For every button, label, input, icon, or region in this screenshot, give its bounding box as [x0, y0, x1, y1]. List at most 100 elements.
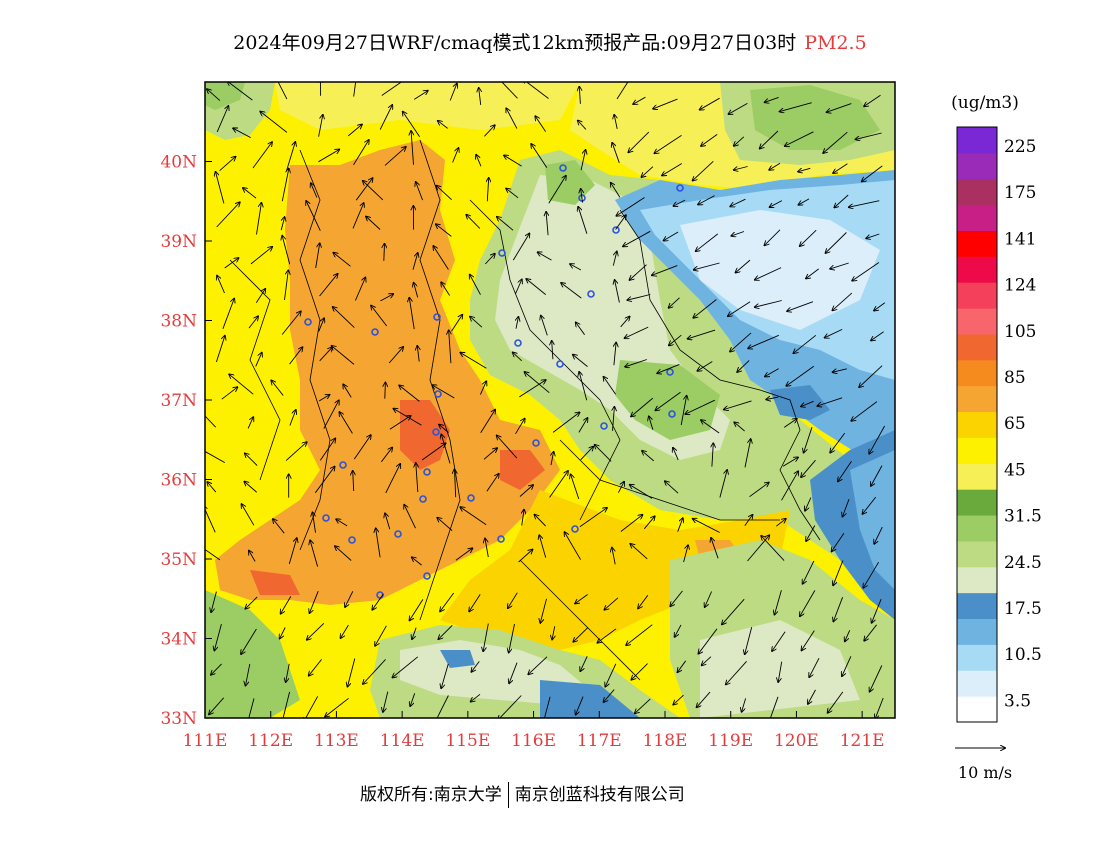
wind-arrow	[578, 207, 588, 234]
wind-arrow	[734, 422, 745, 432]
wind-arrow	[339, 412, 353, 434]
wind-arrow	[688, 329, 716, 339]
wind-arrow	[451, 315, 463, 332]
wind-arrow	[565, 532, 581, 560]
wind-arrow	[552, 626, 555, 639]
wind-arrow	[306, 201, 321, 231]
wind-arrow	[498, 695, 522, 718]
wind-arrow	[409, 298, 415, 330]
wind-arrow	[224, 258, 239, 269]
wind-arrow	[549, 471, 568, 498]
legend-label: 175	[1004, 183, 1036, 203]
wind-arrow	[734, 136, 745, 146]
wind-arrow	[476, 155, 482, 167]
wind-arrow	[605, 663, 617, 687]
city-marker	[514, 339, 522, 347]
wind-arrow	[798, 167, 811, 171]
wind-arrow	[245, 596, 258, 609]
wind-arrow	[325, 697, 349, 716]
wind-arrow	[697, 691, 711, 707]
wind-arrow	[416, 463, 418, 493]
wind-arrow	[227, 82, 253, 101]
city-marker	[497, 535, 505, 543]
legend-swatch	[957, 437, 997, 464]
wind-arrow	[514, 280, 521, 295]
wind-arrow	[209, 697, 225, 715]
legend-swatch	[957, 204, 997, 231]
wind-arrow	[341, 624, 349, 638]
wind-arrow	[862, 165, 883, 182]
wind-arrow	[834, 194, 849, 208]
wind-arrow	[866, 233, 880, 238]
wind-arrow	[506, 189, 519, 199]
wind-arrow	[539, 535, 547, 558]
wind-arrow	[355, 178, 372, 201]
wind-arrow	[697, 361, 713, 371]
wind-arrow	[641, 166, 654, 177]
wind-arrow	[665, 481, 679, 494]
wind-arrow	[216, 202, 240, 228]
wind-arrow	[579, 87, 580, 104]
wind-arrow	[669, 297, 680, 308]
wind-arrow	[700, 97, 720, 110]
wind-arrow	[635, 698, 651, 713]
wind-arrow	[638, 595, 649, 608]
wind-arrow	[285, 442, 307, 461]
wind-arrow	[417, 346, 419, 362]
wind-arrow	[479, 381, 486, 395]
wind-arrow	[318, 395, 329, 402]
wind-arrow	[625, 326, 649, 338]
wind-arrow	[579, 508, 607, 528]
wind-arrow	[677, 518, 683, 532]
wind-arrow	[383, 691, 389, 712]
wind-arrow	[604, 689, 615, 702]
wind-arrow	[828, 691, 844, 713]
wind-arrow	[769, 696, 779, 718]
wind-arrow	[441, 663, 449, 688]
wind-arrow	[248, 698, 255, 718]
wind-arrow	[538, 252, 552, 261]
wind-arrow	[800, 229, 817, 246]
wind-arrow	[802, 630, 815, 651]
wind-arrow	[449, 330, 451, 364]
wind-arrow	[314, 467, 334, 494]
wind-arrow	[412, 557, 422, 566]
longitude-axis: 111E 112E 113E 114E 115E 116E 117E 118E 119E 120E…	[183, 711, 885, 751]
lon-label: 111E	[183, 731, 228, 751]
city-marker	[339, 461, 347, 469]
wind-arrow	[515, 419, 525, 435]
city-marker	[556, 360, 564, 368]
legend-label: 10.5	[1004, 645, 1042, 665]
legend-swatch	[957, 230, 997, 257]
wind-arrow	[207, 89, 221, 101]
city-marker	[433, 313, 441, 321]
wind-arrow	[380, 294, 393, 302]
wind-arrow	[436, 186, 452, 201]
latitude-axis: 33N 34N 35N 36N 37N 38N 39N 40N	[160, 153, 212, 729]
wind-arrow	[863, 496, 877, 514]
wind-arrow	[852, 262, 880, 281]
wind-arrow	[669, 334, 682, 345]
wind-arrow	[363, 659, 386, 684]
wind-arrow	[628, 131, 650, 152]
wind-arrow	[410, 599, 424, 620]
wind-arrow	[319, 274, 338, 297]
wind-arrow	[519, 380, 545, 398]
wind-arrow	[455, 548, 473, 561]
wind-arrow	[289, 347, 303, 365]
wind-arrow	[366, 217, 381, 230]
wind-arrow	[864, 624, 877, 641]
wind-arrow	[561, 283, 582, 299]
wind-arrow	[875, 697, 884, 718]
wind-arrow	[872, 599, 882, 623]
wind-arrow	[827, 103, 852, 113]
wind-arrow	[749, 483, 769, 498]
wind-arrow	[581, 189, 583, 203]
wind-arrow	[653, 98, 678, 109]
wind-arrow	[693, 299, 717, 318]
wind-arrow	[856, 132, 882, 139]
wind-arrow	[414, 283, 419, 298]
wind-arrow	[248, 316, 258, 329]
wind-arrow	[250, 247, 272, 265]
wind-arrow	[859, 365, 883, 388]
